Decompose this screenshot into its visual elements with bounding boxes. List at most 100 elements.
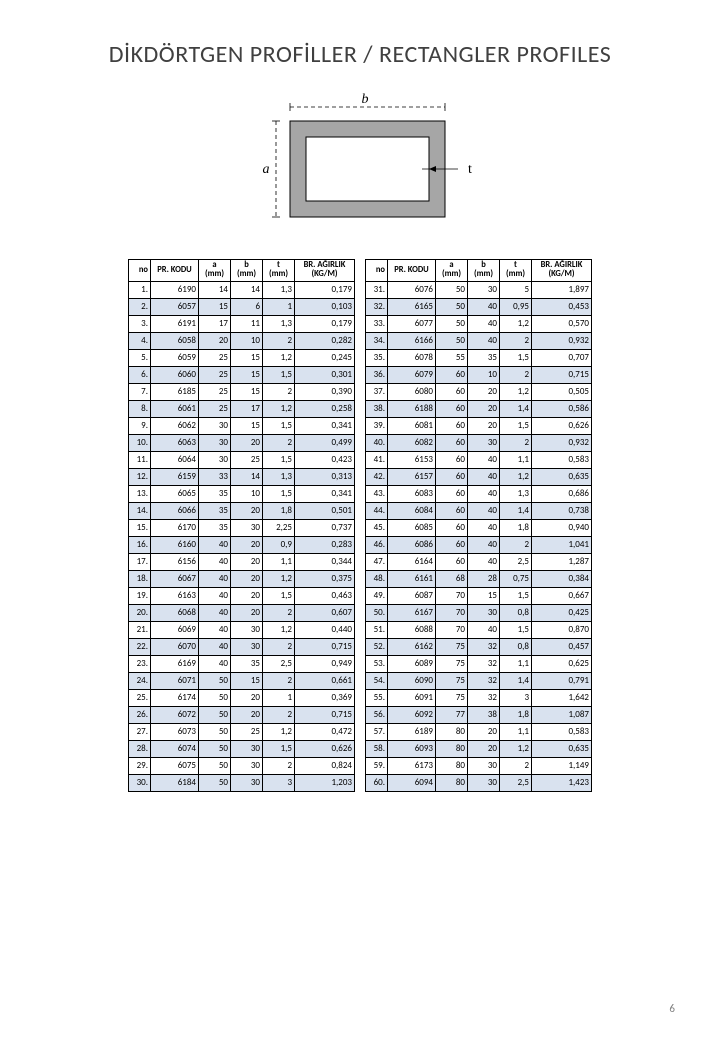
cell-no: 30. [129,774,151,791]
cell-no: 18. [129,570,151,587]
table-row: 43.608360401,30,686 [366,485,592,502]
cell-b: 32 [468,655,500,672]
header-b: b(mm) [468,260,500,282]
header-w: BR. AĞIRLIK(KG/M) [532,260,592,282]
cell-t: 1,5 [263,417,295,434]
cell-t: 0,95 [500,298,532,315]
cell-a: 68 [436,570,468,587]
cell-no: 34. [366,332,388,349]
cell-a: 70 [436,621,468,638]
cell-a: 25 [199,383,231,400]
dim-b-label: b [362,92,369,107]
cell-b: 15 [231,383,263,400]
cell-w: 0,179 [295,281,355,298]
cell-t: 1,3 [263,315,295,332]
cell-w: 1,897 [532,281,592,298]
cell-b: 20 [231,434,263,451]
cell-no: 60. [366,774,388,791]
cell-a: 35 [199,502,231,519]
cell-b: 30 [231,638,263,655]
cell-t: 1,5 [263,587,295,604]
cell-t: 1,3 [263,281,295,298]
table-row: 42.615760401,20,635 [366,468,592,485]
cell-no: 3. [129,315,151,332]
cell-b: 20 [231,689,263,706]
header-w: BR. AĞIRLIK(KG/M) [295,260,355,282]
cell-w: 0,313 [295,468,355,485]
table-row: 22.6070403020,715 [129,638,355,655]
cell-no: 1. [129,281,151,298]
table-row: 53.608975321,10,625 [366,655,592,672]
table-row: 9.606230151,50,341 [129,417,355,434]
header-a: a(mm) [199,260,231,282]
cell-kod: 6174 [151,689,199,706]
cell-b: 15 [231,366,263,383]
cell-t: 2 [263,706,295,723]
cell-no: 43. [366,485,388,502]
cell-t: 1,2 [263,621,295,638]
cell-a: 60 [436,451,468,468]
cell-t: 1,4 [500,672,532,689]
cell-b: 40 [468,315,500,332]
cell-a: 50 [199,723,231,740]
cell-no: 59. [366,757,388,774]
cell-w: 0,245 [295,349,355,366]
cell-w: 0,824 [295,757,355,774]
cell-t: 1,4 [500,502,532,519]
cell-kod: 6161 [388,570,436,587]
cell-w: 0,103 [295,298,355,315]
cell-t: 2 [500,434,532,451]
cell-kod: 6067 [151,570,199,587]
cell-w: 0,667 [532,587,592,604]
cell-no: 8. [129,400,151,417]
cell-w: 0,715 [295,706,355,723]
cell-b: 40 [468,502,500,519]
cell-b: 20 [468,723,500,740]
cell-kod: 6082 [388,434,436,451]
cell-a: 60 [436,553,468,570]
cell-b: 14 [231,281,263,298]
cell-no: 9. [129,417,151,434]
cell-kod: 6173 [388,757,436,774]
cell-a: 40 [199,587,231,604]
cell-b: 15 [231,349,263,366]
cell-a: 50 [199,774,231,791]
cell-no: 29. [129,757,151,774]
cell-t: 2 [500,332,532,349]
cell-t: 2 [263,604,295,621]
table-row: 60.609480302,51,423 [366,774,592,791]
cell-no: 12. [129,468,151,485]
table-row: 26.6072502020,715 [129,706,355,723]
cell-b: 30 [231,519,263,536]
table-row: 15.617035302,250,737 [129,519,355,536]
cell-kod: 6080 [388,383,436,400]
cell-w: 0,570 [532,315,592,332]
cell-w: 0,715 [532,366,592,383]
cell-a: 33 [199,468,231,485]
cell-a: 30 [199,451,231,468]
cell-kod: 6086 [388,536,436,553]
cell-kod: 6084 [388,502,436,519]
cell-t: 1,5 [263,740,295,757]
cell-b: 30 [231,774,263,791]
cell-t: 1,8 [263,502,295,519]
cell-a: 25 [199,349,231,366]
cell-no: 40. [366,434,388,451]
cell-no: 25. [129,689,151,706]
table-row: 1.619014141,30,179 [129,281,355,298]
cell-b: 40 [468,451,500,468]
cell-no: 33. [366,315,388,332]
cell-b: 30 [468,434,500,451]
cell-no: 11. [129,451,151,468]
cell-t: 1 [263,298,295,315]
cell-b: 30 [231,740,263,757]
cell-w: 0,423 [295,451,355,468]
cell-w: 0,369 [295,689,355,706]
table-row: 18.606740201,20,375 [129,570,355,587]
table-row: 44.608460401,40,738 [366,502,592,519]
cell-w: 0,499 [295,434,355,451]
cell-no: 21. [129,621,151,638]
cell-kod: 6188 [388,400,436,417]
cell-b: 15 [231,672,263,689]
table-row: 34.6166504020,932 [366,332,592,349]
